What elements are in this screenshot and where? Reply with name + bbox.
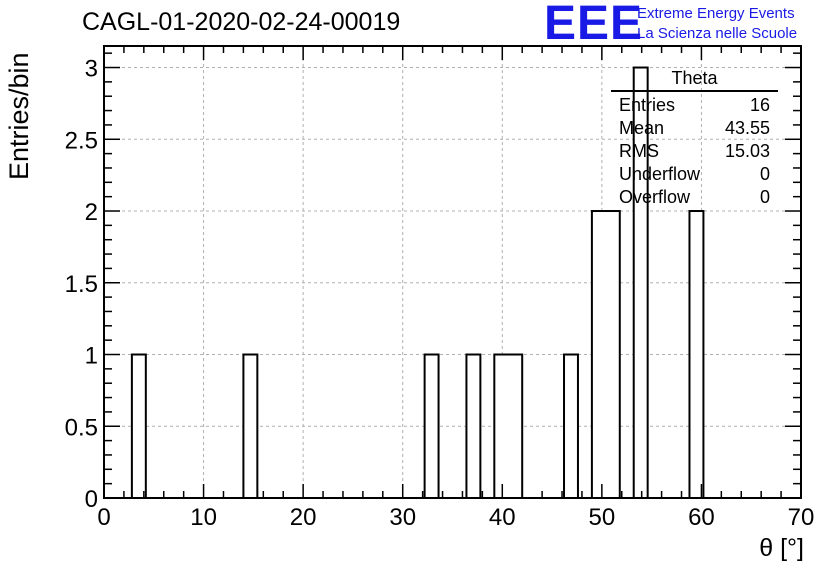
histogram-bar bbox=[423, 353, 440, 499]
x-tick-label: 0 bbox=[97, 504, 110, 531]
histogram-bar bbox=[493, 353, 524, 499]
y-tick-label: 0 bbox=[85, 486, 98, 513]
x-tick-label: 60 bbox=[688, 504, 715, 531]
tick-labels: 0 10 20 30 40 50 60 70 0 0.5 1 1.5 2 2.5 3 bbox=[65, 56, 815, 531]
stats-label: RMS bbox=[619, 141, 659, 161]
y-tick-label: 0.5 bbox=[65, 414, 98, 441]
histogram-bar bbox=[130, 353, 147, 499]
logo-caption: Extreme Energy Events La Scienza nelle S… bbox=[637, 4, 797, 44]
y-axis-label: Entries/bin bbox=[4, 52, 34, 180]
x-tick-label: 70 bbox=[788, 504, 815, 531]
histogram-bar bbox=[590, 210, 621, 499]
y-tick-label: 3 bbox=[85, 56, 98, 83]
stats-value: 0 bbox=[759, 187, 770, 207]
stats-title: Theta bbox=[611, 68, 778, 92]
stats-value: 16 bbox=[749, 95, 770, 115]
y-tick-label: 1.5 bbox=[65, 271, 98, 298]
histogram-bar bbox=[465, 353, 482, 499]
x-tick-label: 50 bbox=[589, 504, 616, 531]
x-tick-label: 20 bbox=[290, 504, 317, 531]
stats-row: Underflow 0 bbox=[611, 163, 778, 186]
plot-frame bbox=[103, 45, 802, 499]
stats-row: Mean 43.55 bbox=[611, 117, 778, 140]
stats-row: RMS 15.03 bbox=[611, 140, 778, 163]
histogram-bar bbox=[688, 210, 705, 499]
x-tick-label: 40 bbox=[489, 504, 516, 531]
stats-label: Mean bbox=[619, 118, 665, 138]
histogram-bars bbox=[130, 66, 705, 500]
chart-title: CAGL-01-2020-02-24-00019 bbox=[82, 8, 401, 36]
stats-value: 0 bbox=[759, 164, 770, 184]
y-tick-label: 2 bbox=[85, 199, 98, 226]
y-tick-label: 1 bbox=[85, 343, 98, 370]
histogram-bar bbox=[242, 353, 259, 499]
axis-ticks bbox=[103, 46, 802, 499]
stats-label: Entries bbox=[619, 95, 676, 115]
x-tick-label: 10 bbox=[190, 504, 217, 531]
eee-logo: EEE bbox=[544, 0, 644, 50]
x-axis-label: θ [°] bbox=[759, 534, 804, 562]
stats-row: Entries 16 bbox=[611, 94, 778, 117]
stats-box: Theta Entries 16 Mean 43.55 RMS 15.03 Under… bbox=[611, 68, 778, 209]
x-tick-label: 30 bbox=[389, 504, 416, 531]
stats-label: Underflow bbox=[619, 164, 701, 184]
grid-lines bbox=[104, 46, 801, 498]
stats-label: Overflow bbox=[619, 187, 691, 207]
stats-row: Overflow 0 bbox=[611, 186, 778, 209]
logo-caption-line2: La Scienza nelle Scuole bbox=[637, 25, 798, 42]
stats-value: 15.03 bbox=[724, 141, 770, 161]
histogram-bar bbox=[563, 353, 579, 499]
y-tick-label: 2.5 bbox=[65, 127, 98, 154]
stats-value: 43.55 bbox=[724, 118, 770, 138]
logo-caption-line1: Extreme Energy Events bbox=[637, 5, 795, 22]
